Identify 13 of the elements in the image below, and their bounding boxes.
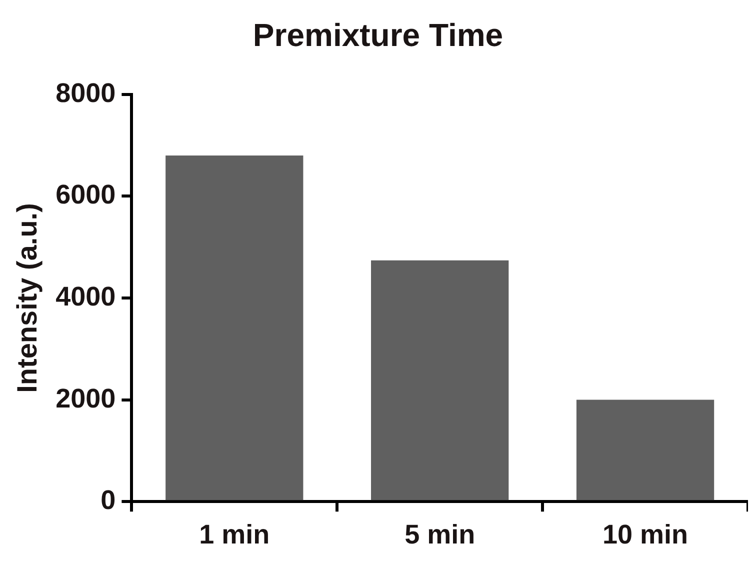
x-tick-label: 10 min xyxy=(602,519,688,550)
x-tick-label: 5 min xyxy=(404,519,476,550)
chart-title: Premixture Time xyxy=(252,17,504,54)
y-tick-label: 0 xyxy=(100,485,116,516)
y-axis-title: Intensity (a.u.) xyxy=(12,203,43,393)
y-tick-label: 8000 xyxy=(56,78,116,108)
bar xyxy=(166,155,304,500)
x-tick-label: 1 min xyxy=(199,519,270,550)
bar xyxy=(371,260,509,500)
bar xyxy=(576,400,714,500)
y-tick-label: 4000 xyxy=(56,281,116,312)
y-tick-label: 6000 xyxy=(56,180,116,210)
y-tick-label: 2000 xyxy=(56,383,116,414)
